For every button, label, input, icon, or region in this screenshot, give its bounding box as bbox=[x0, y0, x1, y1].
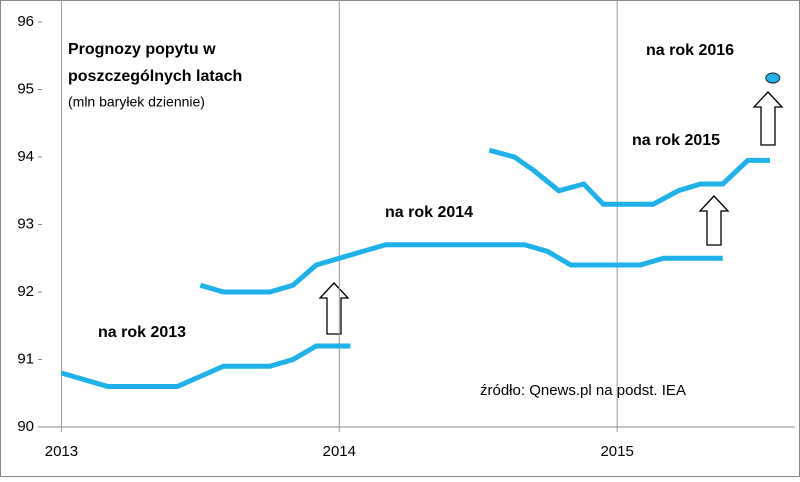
chart-title: poszczególnych latach bbox=[68, 68, 242, 85]
chart-title: Prognozy popytu w bbox=[68, 41, 216, 58]
line-series bbox=[199, 242, 723, 295]
series-label: na rok 2014 bbox=[385, 204, 473, 221]
arrows bbox=[318, 91, 784, 335]
series-label: na rok 2015 bbox=[632, 132, 720, 149]
x-tick-label: 2015 bbox=[600, 443, 633, 460]
chart-subtitle: (mln baryłek dziennie) bbox=[68, 94, 205, 110]
y-tick-label: 92 bbox=[17, 283, 34, 300]
series-label: na rok 2013 bbox=[98, 324, 186, 341]
y-tick-label: 95 bbox=[17, 80, 34, 97]
series-label: na rok 2016 bbox=[646, 42, 734, 59]
x-tick-label: 2013 bbox=[45, 443, 78, 460]
x-tick-label: 2014 bbox=[323, 443, 356, 460]
y-tick-label: 90 bbox=[17, 418, 34, 435]
line-series bbox=[60, 343, 351, 389]
y-tick-label: 93 bbox=[17, 215, 34, 232]
y-tick-label: 96 bbox=[17, 13, 34, 30]
y-tick-label: 91 bbox=[17, 350, 34, 367]
line-series bbox=[488, 147, 770, 207]
y-tick-label: 94 bbox=[17, 148, 34, 165]
source-note: źródło: Qnews.pl na podst. IEA bbox=[480, 382, 686, 399]
point bbox=[765, 72, 781, 84]
